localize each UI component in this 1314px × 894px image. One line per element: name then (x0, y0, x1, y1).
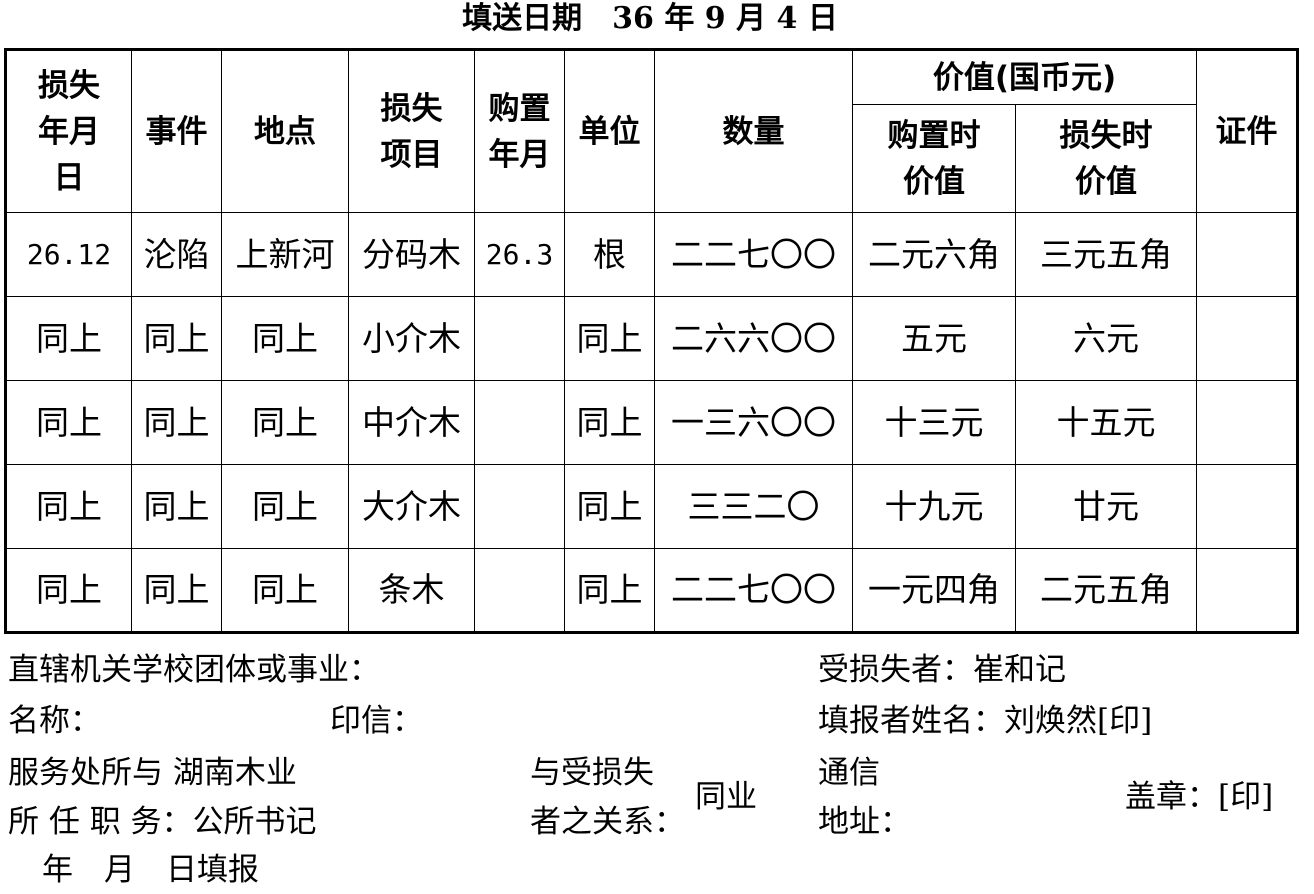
cell-purchase-date (474, 296, 565, 381)
cell-certificate (1196, 548, 1298, 633)
cell-purchase-date (474, 380, 565, 465)
cell-purchase-date: 26.3 (474, 212, 565, 297)
cell-unit: 根 (564, 212, 655, 297)
reporter-value: 刘焕然[印] (1004, 703, 1153, 739)
cell-item: 大介木 (348, 464, 475, 549)
cell-loss-date: 26.12 (5, 212, 132, 297)
cell-location: 上新河 (221, 212, 349, 297)
cell-quantity: 一三六〇〇 (654, 380, 853, 465)
reporter-label: 填报者姓名： (818, 703, 1004, 739)
cell-certificate (1196, 296, 1298, 381)
header-quantity: 数量 (654, 49, 853, 213)
cell-loss-value: 廿元 (1015, 464, 1197, 549)
position-value: 公所书记 (192, 804, 317, 840)
header-loss-date: 损失年月日 (5, 49, 132, 213)
position-label: 所 任 职 务： (8, 804, 193, 840)
header-purchase-value: 购置时价值 (852, 104, 1016, 213)
cell-purchase-value: 五元 (852, 296, 1016, 381)
cell-location: 同上 (221, 464, 349, 549)
seal-label: 印信： (330, 703, 423, 739)
cell-certificate (1196, 464, 1298, 549)
stamp: 盖章：[印] (1125, 779, 1274, 815)
cell-item: 条木 (348, 548, 475, 633)
name-label: 名称： (8, 703, 101, 739)
cell-unit: 同上 (564, 296, 655, 381)
cell-event: 同上 (131, 296, 222, 381)
cell-purchase-value: 十三元 (852, 380, 1016, 465)
cell-loss-value: 三元五角 (1015, 212, 1197, 297)
relation-label-1: 与受损失 (530, 755, 654, 791)
cell-purchase-value: 一元四角 (852, 548, 1016, 633)
header-value-group: 价值(国币元) (852, 49, 1197, 105)
cell-loss-date: 同上 (5, 296, 132, 381)
table-row: 同上 同上 同上 大介木 同上 三三二〇 十九元 廿元 (5, 464, 1298, 549)
cell-unit: 同上 (564, 380, 655, 465)
victim-label: 受损失者： (818, 652, 973, 688)
cell-quantity: 二六六〇〇 (654, 296, 853, 381)
cell-certificate (1196, 212, 1298, 297)
table-row: 同上 同上 同上 条木 同上 二二七〇〇 一元四角 二元五角 (5, 548, 1298, 633)
header-item: 损失项目 (348, 49, 475, 213)
workplace-value: 湖南木业 (172, 755, 297, 791)
table-row: 同上 同上 同上 小介木 同上 二六六〇〇 五元 六元 (5, 296, 1298, 381)
relation-value: 同业 (695, 779, 757, 815)
header-location: 地点 (221, 49, 349, 213)
header-purchase-date: 购置年月 (474, 49, 565, 213)
date-line: 年 月 日填报 (42, 852, 259, 888)
cell-loss-date: 同上 (5, 548, 132, 633)
address-label-2: 地址： (818, 804, 911, 840)
cell-loss-date: 同上 (5, 380, 132, 465)
cell-event: 同上 (131, 380, 222, 465)
cell-certificate (1196, 380, 1298, 465)
header-event: 事件 (131, 49, 222, 213)
table-row: 同上 同上 同上 中介木 同上 一三六〇〇 十三元 十五元 (5, 380, 1298, 465)
header-loss-value: 损失时价值 (1015, 104, 1197, 213)
cell-purchase-value: 二元六角 (852, 212, 1016, 297)
workplace-label: 服务处所与 (8, 755, 163, 791)
cell-unit: 同上 (564, 464, 655, 549)
cell-item: 分码木 (348, 212, 475, 297)
cell-event: 同上 (131, 464, 222, 549)
relation-label-2: 者之关系： (530, 804, 685, 840)
cell-loss-date: 同上 (5, 464, 132, 549)
cell-loss-value: 二元五角 (1015, 548, 1197, 633)
loss-table: 损失年月日 事件 地点 损失项目 购置年月 单位 数量 价值(国币元) 证件 购… (4, 48, 1299, 634)
fill-date-title: 填送日期 36 年 9 月 4 日 (462, 1, 838, 36)
header-unit: 单位 (564, 49, 655, 213)
cell-quantity: 二二七〇〇 (654, 212, 853, 297)
cell-quantity: 三三二〇 (654, 464, 853, 549)
cell-location: 同上 (221, 296, 349, 381)
header-certificate: 证件 (1196, 49, 1298, 213)
org-label: 直辖机关学校团体或事业： (8, 652, 380, 688)
cell-location: 同上 (221, 548, 349, 633)
victim-value: 崔和记 (973, 652, 1066, 688)
cell-loss-value: 六元 (1015, 296, 1197, 381)
cell-item: 小介木 (348, 296, 475, 381)
cell-purchase-date (474, 548, 565, 633)
cell-event: 沦陷 (131, 212, 222, 297)
table-row: 26.12 沦陷 上新河 分码木 26.3 根二二七〇〇 二元六角 三元五角 (5, 212, 1298, 297)
cell-item: 中介木 (348, 380, 475, 465)
cell-location: 同上 (221, 380, 349, 465)
cell-purchase-date (474, 464, 565, 549)
cell-loss-value: 十五元 (1015, 380, 1197, 465)
cell-unit: 同上 (564, 548, 655, 633)
address-label-1: 通信 (818, 755, 880, 791)
cell-quantity: 二二七〇〇 (654, 548, 853, 633)
cell-event: 同上 (131, 548, 222, 633)
cell-purchase-value: 十九元 (852, 464, 1016, 549)
